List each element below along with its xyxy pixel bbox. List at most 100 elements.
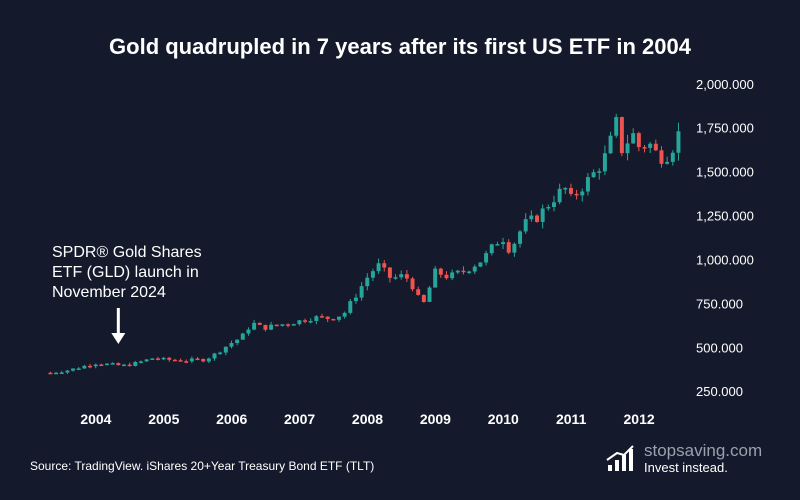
- candle-up: [501, 242, 506, 245]
- candle-down: [574, 193, 579, 196]
- candle-up: [297, 320, 302, 325]
- candle-down: [172, 359, 177, 362]
- x-tick-label: 2010: [488, 411, 519, 427]
- candle-down: [325, 316, 330, 320]
- candle-up: [337, 316, 341, 320]
- candle-down: [636, 133, 641, 148]
- candle-up: [76, 368, 81, 370]
- candle-down: [659, 150, 664, 164]
- candle-down: [155, 358, 160, 360]
- candle-down: [184, 361, 189, 363]
- candle-up: [223, 346, 228, 353]
- candle-up: [206, 358, 211, 362]
- candle-up: [563, 188, 568, 190]
- candle-up: [484, 253, 489, 263]
- source-note: Source: TradingView. iShares 20+Year Tre…: [30, 459, 375, 473]
- chart-title: Gold quadrupled in 7 years after its fir…: [109, 34, 691, 59]
- candle-down: [116, 363, 121, 366]
- candle-down: [48, 372, 53, 375]
- candle-up: [597, 171, 602, 173]
- candle-up: [557, 188, 562, 203]
- candle-up: [376, 263, 381, 272]
- candle-down: [653, 143, 658, 151]
- candle-up: [229, 343, 234, 347]
- candle-down: [410, 278, 415, 290]
- candle-up: [82, 365, 87, 369]
- annotation-line-2: ETF (GLD) launch in: [52, 264, 199, 281]
- candle-up: [523, 219, 528, 232]
- candle-up: [161, 357, 166, 360]
- candle-up: [648, 143, 653, 148]
- candle-down: [416, 289, 421, 295]
- candle-down: [127, 364, 132, 367]
- candle-down: [201, 359, 206, 362]
- candle-down: [99, 364, 104, 367]
- candle-up: [110, 363, 115, 365]
- candle-up: [546, 206, 551, 209]
- candle-up: [455, 270, 460, 273]
- candle-up: [665, 161, 670, 164]
- candle-down: [263, 324, 268, 330]
- y-tick-label: 1,000.000: [696, 252, 754, 267]
- candle-up: [676, 131, 681, 153]
- candle-up: [614, 117, 619, 136]
- candle-down: [178, 360, 183, 362]
- annotation-arrow-head: [111, 333, 126, 344]
- candle-down: [88, 365, 93, 368]
- y-tick-label: 1,250.000: [696, 209, 754, 224]
- annotation-line-1: SPDR® Gold Shares: [52, 244, 202, 261]
- candle-up: [93, 364, 98, 367]
- x-tick-label: 2009: [420, 411, 451, 427]
- gld-launch-annotation: SPDR® Gold Shares ETF (GLD) launch in No…: [52, 243, 252, 303]
- candle-down: [506, 242, 511, 253]
- y-tick-label: 1,500.000: [696, 165, 754, 180]
- x-tick-label: 2005: [148, 411, 179, 427]
- candle-down: [642, 147, 647, 149]
- candle-down: [274, 324, 279, 327]
- candle-up: [314, 316, 319, 321]
- candle-down: [167, 357, 172, 360]
- candle-down: [438, 268, 443, 275]
- candle-down: [461, 270, 466, 273]
- candle-down: [619, 117, 624, 154]
- candle-down: [382, 263, 387, 268]
- candle-up: [370, 271, 375, 278]
- x-tick-label: 2004: [80, 411, 111, 427]
- candle-down: [303, 320, 308, 322]
- candle-up: [189, 358, 194, 362]
- candle-up: [602, 153, 607, 172]
- candle-up: [138, 361, 143, 363]
- candle-up: [591, 172, 596, 178]
- candle-up: [144, 359, 149, 362]
- candle-up: [393, 277, 398, 279]
- candle-down: [195, 358, 200, 360]
- candle-up: [540, 208, 545, 222]
- candle-down: [444, 274, 449, 279]
- x-tick-label: 2008: [352, 411, 383, 427]
- x-tick-label: 2012: [624, 411, 655, 427]
- candle-up: [478, 262, 483, 267]
- candle-up: [450, 272, 455, 279]
- bar-chart-icon: [606, 445, 634, 471]
- candle-up: [625, 143, 630, 154]
- candle-up: [280, 324, 285, 326]
- candle-up: [71, 368, 76, 371]
- candle-up: [348, 301, 353, 313]
- candle-down: [421, 294, 426, 302]
- x-tick-label: 2006: [216, 411, 247, 427]
- brand-tagline: Invest instead.: [644, 460, 728, 475]
- candle-up: [54, 372, 59, 375]
- candle-down: [387, 267, 392, 278]
- candle-up: [240, 333, 245, 340]
- candle-up: [433, 268, 438, 288]
- candle-up: [495, 244, 500, 246]
- candle-up: [150, 358, 155, 360]
- candle-up: [518, 231, 523, 244]
- candle-up: [399, 274, 404, 278]
- candle-up: [353, 297, 358, 302]
- candle-down: [568, 188, 573, 194]
- candle-up: [631, 133, 636, 144]
- candle-up: [342, 312, 347, 317]
- x-tick-label: 2011: [556, 411, 587, 427]
